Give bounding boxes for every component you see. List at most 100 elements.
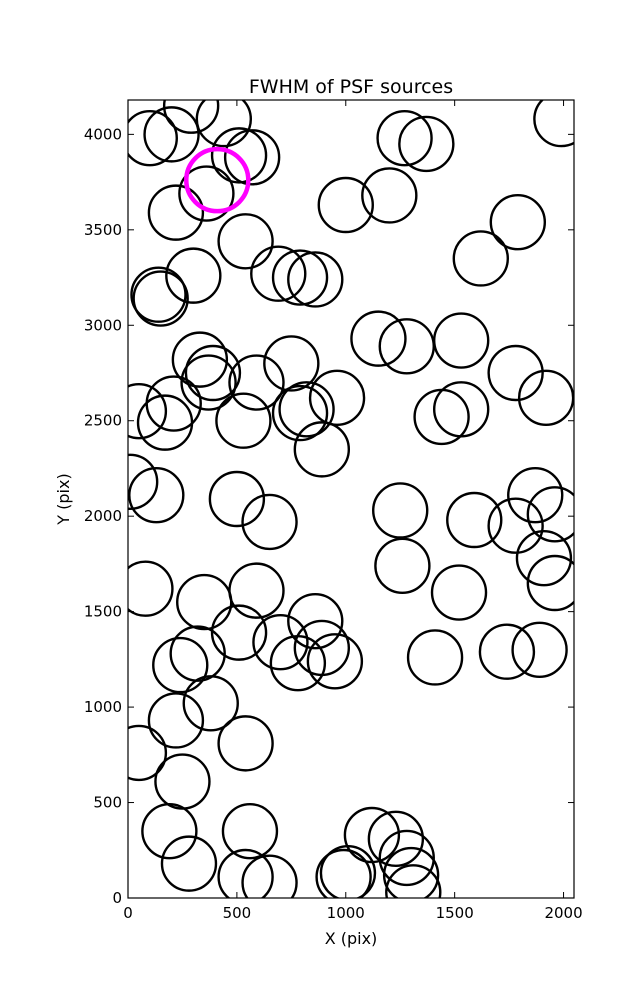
source-circle xyxy=(217,213,274,270)
y-tick-label: 2500 xyxy=(84,412,122,430)
source-circle xyxy=(128,560,174,617)
source-circle xyxy=(128,466,185,524)
source-circle xyxy=(315,848,372,898)
source-circle xyxy=(132,270,189,327)
axis-ticks: 0 500 1000 1500 2000 0 500 1000 1500 2000 2500 3000… xyxy=(84,100,583,922)
source-circle xyxy=(195,100,253,148)
source-circle xyxy=(154,753,211,810)
source-circle xyxy=(223,129,281,186)
source-circle xyxy=(176,573,233,631)
source-circle xyxy=(293,421,351,478)
source-circle xyxy=(526,554,574,612)
source-circle xyxy=(487,497,544,554)
y-tick-label: 2000 xyxy=(84,507,122,525)
source-circle xyxy=(489,193,547,251)
plot-area xyxy=(128,100,574,898)
y-axis-label: Y (pix) xyxy=(54,473,73,525)
source-circle xyxy=(263,335,320,392)
source-circle xyxy=(293,619,351,677)
source-circle xyxy=(128,453,159,511)
source-circle xyxy=(446,491,503,549)
source-circle xyxy=(398,115,455,173)
source-circle xyxy=(130,266,187,323)
y-tick-label: 1500 xyxy=(84,603,122,621)
source-circle xyxy=(526,486,574,543)
source-circle xyxy=(208,470,266,528)
source-circle xyxy=(515,529,573,587)
y-tick-label: 0 xyxy=(112,889,122,907)
source-circle xyxy=(136,394,194,451)
source-circle xyxy=(378,829,435,887)
source-circle xyxy=(128,724,168,782)
x-tick-label: 0 xyxy=(123,904,133,922)
source-circle xyxy=(287,251,344,308)
x-axis-label: X (pix) xyxy=(325,929,378,948)
source-circle xyxy=(252,613,309,671)
source-circle xyxy=(378,318,435,375)
source-circle xyxy=(533,100,574,148)
source-circle xyxy=(210,127,268,184)
source-circle xyxy=(382,846,440,898)
y-tick-label: 3500 xyxy=(84,221,122,239)
source-circle xyxy=(178,165,235,222)
source-circle xyxy=(160,835,218,892)
source-circle xyxy=(376,109,433,167)
source-circle xyxy=(162,100,220,134)
source-circle xyxy=(478,623,536,680)
source-circle xyxy=(406,629,464,686)
x-tick-label: 2000 xyxy=(544,904,582,922)
y-tick-label: 3000 xyxy=(84,316,122,334)
x-tick-label: 1000 xyxy=(327,904,365,922)
source-circle xyxy=(141,802,198,860)
source-circle xyxy=(511,621,568,679)
source-circle xyxy=(152,636,209,694)
source-circle xyxy=(184,344,242,402)
source-circle xyxy=(241,854,298,898)
source-circle xyxy=(278,381,335,438)
x-tick-label: 500 xyxy=(223,904,252,922)
source-circle xyxy=(241,493,298,551)
source-circle xyxy=(165,247,222,304)
source-circle xyxy=(128,382,168,440)
source-circle xyxy=(182,675,239,732)
source-circle xyxy=(215,392,272,449)
plot-frame xyxy=(127,99,575,899)
source-circle xyxy=(287,592,344,650)
source-circle xyxy=(507,466,564,524)
source-circle xyxy=(228,562,285,619)
source-circle xyxy=(217,848,274,898)
source-circle xyxy=(128,109,178,167)
source-circle xyxy=(361,167,418,224)
source-circle xyxy=(343,806,401,864)
source-circle xyxy=(180,354,237,411)
y-tick-label: 500 xyxy=(93,794,122,812)
source-circle xyxy=(319,844,377,898)
source-circle xyxy=(374,537,431,595)
source-circle xyxy=(210,604,268,661)
source-circle xyxy=(385,864,442,898)
source-circle xyxy=(432,312,490,369)
source-circle xyxy=(487,344,544,402)
source-circle xyxy=(147,692,205,749)
source-circle xyxy=(169,625,226,682)
highlighted-source-circle xyxy=(184,146,251,214)
source-circle xyxy=(317,176,374,234)
source-circle xyxy=(171,331,229,388)
source-circle xyxy=(228,354,285,411)
source-circle xyxy=(217,715,274,772)
source-circle xyxy=(430,564,488,621)
source-circle xyxy=(372,482,429,539)
source-circle xyxy=(271,249,329,306)
source-circle xyxy=(306,633,364,690)
source-circle xyxy=(308,369,366,427)
source-circle xyxy=(350,310,407,367)
source-circle xyxy=(517,369,574,427)
source-circle xyxy=(432,381,490,438)
source-circle xyxy=(147,184,205,241)
source-circle xyxy=(271,384,329,442)
y-tick-label: 1000 xyxy=(84,698,122,716)
source-circle xyxy=(221,802,279,860)
y-tick-label: 4000 xyxy=(84,125,122,143)
x-tick-label: 1500 xyxy=(436,904,474,922)
